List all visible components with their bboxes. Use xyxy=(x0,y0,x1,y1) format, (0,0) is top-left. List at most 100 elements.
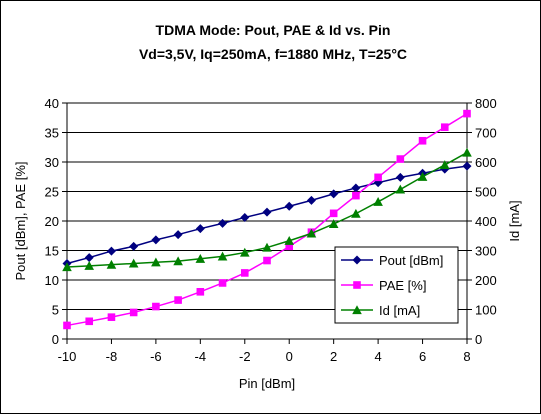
y-left-tick-label: 5 xyxy=(52,303,59,318)
data-point-pae xyxy=(440,123,449,131)
y-left-tick-label: 10 xyxy=(45,273,59,288)
data-point-pae xyxy=(463,109,471,118)
y-right-tick-label: 500 xyxy=(475,185,497,200)
data-point-pae xyxy=(85,317,94,326)
legend-label: PAE [%] xyxy=(379,278,426,293)
data-point-id xyxy=(284,235,295,245)
y-right-tick-label: 300 xyxy=(475,244,497,259)
data-point-pout xyxy=(329,189,339,199)
series-pae xyxy=(63,109,471,330)
data-point-pout xyxy=(129,241,139,251)
y-right-tick-label: 100 xyxy=(475,303,497,318)
chart-title: TDMA Mode: Pout, PAE & Id vs. Pin xyxy=(156,22,391,38)
data-point-pout xyxy=(195,224,205,234)
data-point-pae xyxy=(218,279,227,287)
data-point-pout xyxy=(240,212,250,222)
data-point-id xyxy=(239,247,250,257)
data-point-id xyxy=(306,228,317,238)
data-point-id xyxy=(173,256,183,266)
data-point-id xyxy=(351,208,361,218)
y-right-tick-label: 0 xyxy=(475,332,482,347)
data-point-pae xyxy=(418,136,427,145)
data-point-pae xyxy=(196,288,205,296)
legend-item-pout: Pout [dBm] xyxy=(341,253,443,268)
data-point-pae xyxy=(152,302,160,311)
data-point-id xyxy=(217,251,228,261)
y-left-tick-label: 20 xyxy=(45,214,59,229)
y-right-tick-label: 600 xyxy=(475,155,497,170)
data-point-id xyxy=(262,242,272,252)
legend-marker-icon xyxy=(352,305,362,315)
data-point-pout xyxy=(395,172,405,182)
data-point-pout xyxy=(84,253,94,263)
x-tick-label: 0 xyxy=(286,349,293,364)
data-point-pout xyxy=(173,230,183,240)
series-layer xyxy=(62,109,472,330)
data-point-pae xyxy=(107,313,116,321)
data-point-pae xyxy=(174,296,182,304)
x-tick-label: 4 xyxy=(374,349,381,364)
data-point-pout xyxy=(151,235,161,245)
y-right-tick-label: 800 xyxy=(475,96,497,111)
data-point-pout xyxy=(306,195,316,205)
data-point-pae xyxy=(285,242,294,251)
x-tick-label: -2 xyxy=(239,349,251,364)
y-left-tick-label: 35 xyxy=(45,126,59,141)
y-left-tick-label: 15 xyxy=(45,244,59,259)
data-point-id xyxy=(373,197,383,206)
data-point-id xyxy=(151,257,161,267)
data-point-id xyxy=(328,219,339,229)
data-point-id xyxy=(128,258,139,268)
y-right-tick-label: 400 xyxy=(475,214,497,229)
y-right-tick-label: 200 xyxy=(475,273,497,288)
legend-items: Pout [dBm] PAE [%] Id [mA] xyxy=(341,253,443,318)
y-left-tick-label: 25 xyxy=(45,185,59,200)
y-right-axis-ticks: 0 100 200 300 400 500 600 700 800 xyxy=(467,96,497,347)
x-tick-label: -10 xyxy=(58,349,77,364)
data-point-pout xyxy=(106,246,116,256)
x-tick-label: 8 xyxy=(463,349,470,364)
legend-item-pae: PAE [%] xyxy=(341,278,426,293)
data-point-pout xyxy=(262,207,272,217)
data-point-id xyxy=(417,171,428,181)
data-point-id xyxy=(195,253,206,263)
data-point-id xyxy=(462,147,472,157)
legend: Pout [dBm] PAE [%] Id [mA] xyxy=(334,246,459,324)
x-axis-ticks: -10 -8 -6 -4 -2 0 2 4 6 8 xyxy=(58,339,471,364)
data-point-pout xyxy=(351,183,361,193)
data-point-pout xyxy=(462,161,472,171)
data-point-id xyxy=(84,261,95,270)
data-point-pae xyxy=(329,209,338,218)
data-point-id xyxy=(106,259,117,269)
x-tick-label: 6 xyxy=(419,349,426,364)
y-right-tick-label: 700 xyxy=(475,126,497,141)
data-point-pae xyxy=(129,308,138,317)
legend-marker-icon xyxy=(353,281,361,289)
series-id xyxy=(62,147,472,272)
legend-label: Pout [dBm] xyxy=(379,253,443,268)
data-point-pae xyxy=(352,191,360,200)
y-left-tick-label: 40 xyxy=(45,96,59,111)
x-tick-label: -8 xyxy=(106,349,118,364)
x-axis-label: Pin [dBm] xyxy=(239,376,295,391)
data-point-pae xyxy=(63,321,71,330)
y-left-axis-label: Pout [dBm], PAE [%] xyxy=(13,162,28,281)
data-point-pae xyxy=(263,256,271,265)
chart-subtitle: Vd=3,5V, Iq=250mA, f=1880 MHz, T=25°C xyxy=(139,46,407,62)
x-tick-label: 2 xyxy=(330,349,337,364)
series-pout xyxy=(62,161,472,268)
data-point-pout xyxy=(284,201,294,211)
legend-marker-icon xyxy=(352,255,362,265)
data-point-pae xyxy=(374,173,382,182)
legend-item-id: Id [mA] xyxy=(341,303,420,318)
x-tick-label: -6 xyxy=(150,349,162,364)
x-tick-label: -4 xyxy=(195,349,207,364)
y-left-tick-label: 30 xyxy=(45,155,59,170)
y-left-tick-label: 0 xyxy=(52,332,59,347)
data-point-id xyxy=(62,262,72,272)
y-right-axis-label: Id [mA] xyxy=(507,200,522,241)
data-point-pae xyxy=(396,155,405,163)
data-point-id xyxy=(439,160,450,170)
